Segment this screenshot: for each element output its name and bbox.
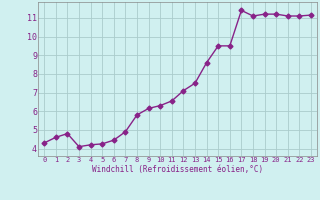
X-axis label: Windchill (Refroidissement éolien,°C): Windchill (Refroidissement éolien,°C) (92, 165, 263, 174)
